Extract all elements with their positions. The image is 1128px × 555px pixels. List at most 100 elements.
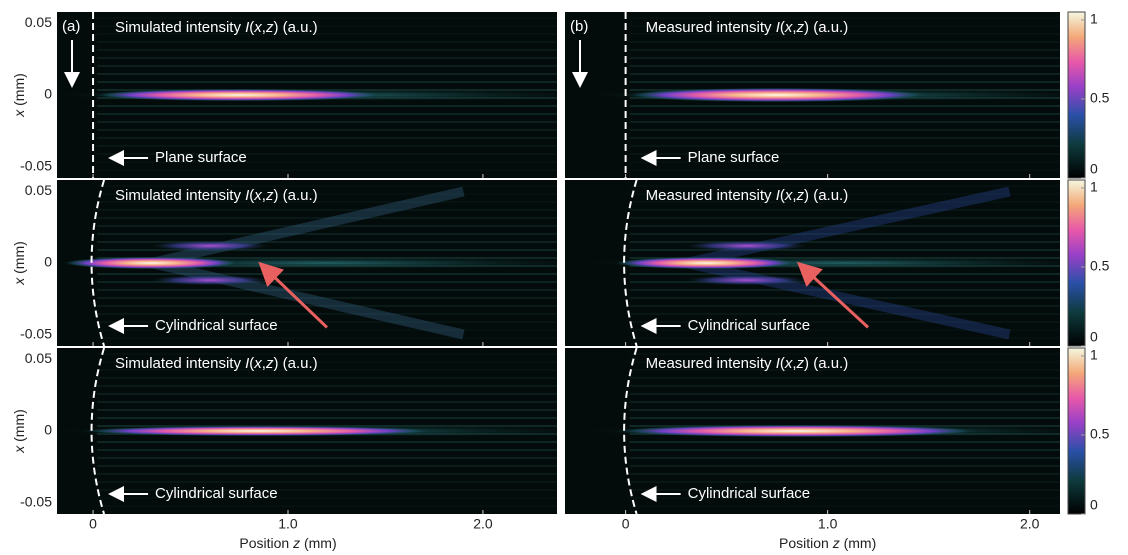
panel-title-part: , (262, 355, 266, 372)
colorbar-tick-label: 0 (1090, 497, 1098, 513)
panel-title-part: ( (249, 187, 254, 204)
map-content (57, 17, 557, 171)
panel-title-part: Simulated intensity (115, 355, 245, 372)
x-tick-label: 0 (622, 516, 630, 532)
colorbar-tick-label: 1 (1090, 347, 1098, 363)
intensity-map (57, 180, 557, 346)
intensity-map (57, 12, 557, 178)
y-tick-label: 0.05 (25, 14, 52, 30)
panel-title-part: Measured intensity (646, 19, 776, 36)
panel-title-part: ) (a.u.) (273, 187, 317, 204)
panel-title-part: , (792, 187, 796, 204)
diverging-beam (150, 186, 465, 268)
x-axis-label: Position z (mm) (779, 535, 876, 551)
surface-label: Cylindrical surface (155, 485, 278, 502)
panel-title-part: ( (249, 19, 254, 36)
x-tick-label: 2.0 (473, 516, 493, 532)
y-tick-label: -0.05 (20, 325, 52, 341)
panel-title-part: z (265, 187, 274, 204)
surface-line (623, 347, 638, 515)
beam (83, 426, 435, 436)
side-lobe (151, 275, 269, 286)
x-axis-label: Position z (mm) (239, 535, 336, 551)
panel-title-part: ( (780, 355, 785, 372)
panel-title: Measured intensity I(x,z) (a.u.) (646, 187, 849, 204)
y-tick-label: -0.05 (20, 157, 52, 173)
panel-title-part: x (784, 19, 793, 36)
colorbar-tick-label: 0.5 (1090, 90, 1110, 106)
panel-title-part: ( (780, 19, 785, 36)
surface-label: Plane surface (688, 149, 780, 166)
panel-title-part: ) (a.u.) (273, 355, 317, 372)
y-tick-label: 0 (44, 86, 52, 102)
panel-title-part: , (262, 19, 266, 36)
panel-title-part: x (253, 187, 262, 204)
panel-tag: (b) (570, 18, 588, 35)
panel-title-part: I (776, 355, 780, 372)
y-tick-label: 0 (44, 422, 52, 438)
beam (93, 89, 386, 101)
panel-title-part: z (796, 355, 805, 372)
panel-title-part: z (265, 355, 274, 372)
x-tick-label: 0 (89, 516, 97, 532)
panel-title-part: x (784, 355, 793, 372)
surface-line (623, 179, 638, 347)
colorbar-tick-label: 0.5 (1090, 258, 1110, 274)
panel-title-part: , (792, 355, 796, 372)
x-axis-label-part: (mm) (840, 535, 877, 551)
panel-title-part: x (253, 355, 262, 372)
panel-title-part: I (245, 187, 249, 204)
panel-title-part: z (796, 19, 805, 36)
red-arrow (796, 261, 870, 329)
surface-label: Cylindrical surface (688, 317, 811, 334)
surface-line (90, 347, 106, 515)
panel-title-part: I (245, 19, 249, 36)
surface-line (90, 179, 106, 347)
y-axis-label-part: x (11, 445, 27, 454)
beam (63, 257, 240, 269)
colorbar-tick-label: 0 (1090, 161, 1098, 177)
x-axis-label-part: z (832, 535, 840, 551)
x-axis-label-part: (mm) (300, 535, 337, 551)
panel-title-part: z (265, 19, 274, 36)
panel-title-part: z (796, 187, 805, 204)
y-axis-label-part: (mm) (11, 73, 27, 110)
map-content (585, 185, 1060, 340)
map-content (585, 353, 1060, 507)
panel-title-part: I (245, 355, 249, 372)
y-axis-label: x (mm) (11, 241, 27, 286)
panel-title-part: , (792, 19, 796, 36)
side-lobe (151, 240, 269, 251)
diverging-beam (685, 186, 1011, 268)
panel-title: Simulated intensity I(x,z) (a.u.) (115, 355, 318, 372)
y-axis-label-part: x (11, 277, 27, 286)
colorbar (1067, 11, 1086, 179)
surface-label: Cylindrical surface (155, 317, 278, 334)
y-tick-label: 0.05 (25, 182, 52, 198)
x-tick-label: 1.0 (278, 516, 298, 532)
y-tick-label: -0.05 (20, 493, 52, 509)
panel-title-part: I (776, 187, 780, 204)
panel-title: Measured intensity I(x,z) (a.u.) (646, 19, 849, 36)
beam (615, 425, 980, 437)
diverging-beam (150, 258, 465, 340)
y-axis-label-part: (mm) (11, 409, 27, 446)
intensity-map (565, 180, 1060, 346)
panel-title-part: ( (780, 187, 785, 204)
colorbar-tick-label: 1 (1090, 179, 1098, 195)
map-content (57, 353, 557, 507)
colorbar (1067, 179, 1086, 347)
x-axis-label-part: z (292, 535, 300, 551)
map-content (57, 185, 557, 340)
surface-label: Cylindrical surface (688, 485, 811, 502)
intensity-map (565, 348, 1060, 514)
panel-title: Measured intensity I(x,z) (a.u.) (646, 355, 849, 372)
x-axis-label-part: Position (779, 535, 833, 551)
y-tick-label: 0.05 (25, 350, 52, 366)
y-axis-label: x (mm) (11, 409, 27, 454)
y-tick-label: 0 (44, 254, 52, 270)
panel-title-part: Measured intensity (646, 355, 776, 372)
panel-title-part: ) (a.u.) (804, 19, 848, 36)
intensity-map (57, 348, 557, 514)
